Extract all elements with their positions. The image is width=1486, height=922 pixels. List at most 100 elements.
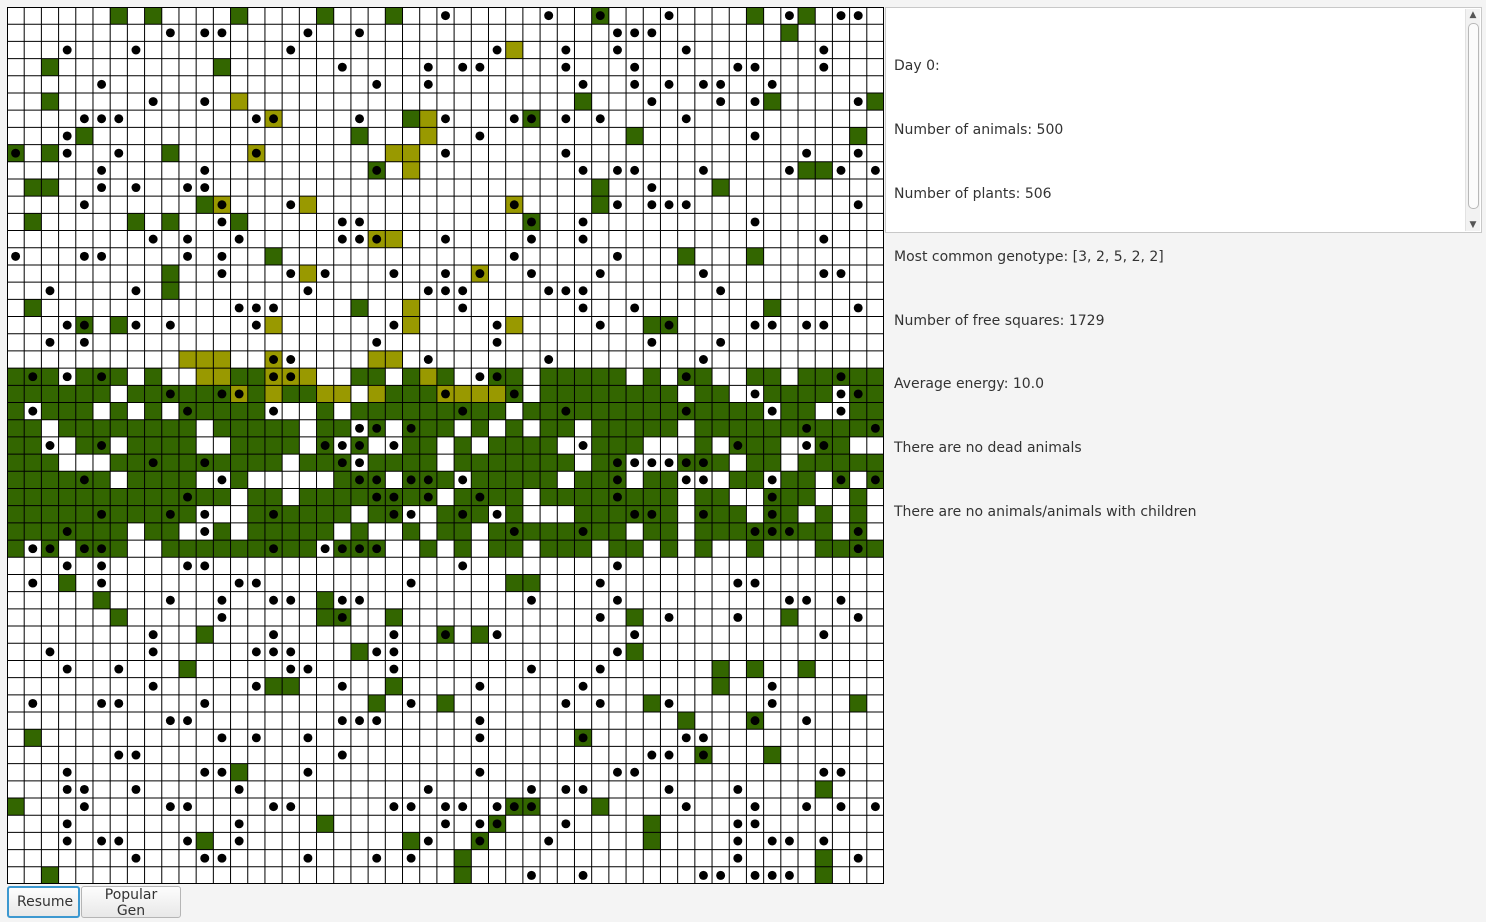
plant-cell	[75, 436, 93, 455]
animal-dot	[509, 251, 519, 261]
plant-cell	[505, 540, 523, 558]
plant-cell	[660, 419, 678, 437]
animal-dot	[767, 836, 777, 846]
animal-dot	[28, 372, 38, 382]
plant-cell	[660, 522, 678, 541]
animal-dot	[372, 234, 382, 244]
animal-dot	[251, 681, 261, 691]
plant-cell	[694, 368, 713, 386]
plant-cell	[746, 471, 764, 489]
animal-dot	[681, 733, 691, 743]
plant-cell	[815, 161, 833, 179]
animal-dot	[595, 11, 605, 21]
plant-cell	[522, 436, 541, 455]
animal-dot	[750, 870, 760, 880]
plant-cell	[832, 436, 850, 455]
animal-dot	[217, 612, 227, 622]
animal-dot	[286, 372, 296, 382]
plant-cell	[368, 694, 386, 713]
plant-cell	[815, 849, 833, 867]
plant-cell	[247, 488, 265, 506]
plant-cell	[299, 454, 317, 472]
animal-dot	[28, 406, 38, 416]
plant-cell	[540, 385, 558, 403]
plant-cell	[196, 832, 214, 850]
scroll-up-arrow-icon[interactable]: ▲	[1469, 10, 1477, 20]
plant-cell	[92, 488, 111, 506]
animal-dot	[578, 681, 588, 691]
children-label: There are no animals/animals with childr…	[894, 503, 1197, 520]
plant-cell	[282, 677, 300, 695]
plant-cell	[643, 832, 661, 850]
plant-cell	[402, 436, 420, 455]
animal-dot	[475, 131, 485, 141]
plant-cell	[230, 7, 248, 25]
animal-dot	[372, 492, 382, 502]
scrollbar-thumb[interactable]	[1468, 23, 1479, 209]
animal-dot	[337, 544, 347, 554]
plant-cell	[712, 419, 730, 437]
plant-cell	[540, 471, 558, 489]
plant-cell	[643, 402, 661, 420]
animal-dot	[509, 114, 519, 124]
plant-cell	[832, 454, 850, 472]
plant-cell	[41, 471, 59, 489]
plant-cell	[7, 471, 25, 489]
plant-cell	[247, 385, 265, 403]
animal-dot	[733, 441, 743, 450]
plant-cell	[92, 471, 111, 489]
plant-cell	[110, 454, 128, 472]
plant-cell	[385, 7, 403, 25]
resume-button[interactable]: Resume	[7, 886, 80, 918]
plant-cell	[557, 540, 575, 558]
plant-cell	[626, 488, 644, 506]
plant-cell	[41, 505, 59, 523]
statistics-text-area[interactable]: Day 0: Number of animals: 500 Number of …	[885, 7, 1482, 520]
animal-dot	[595, 114, 605, 124]
plant-cell	[350, 488, 369, 506]
animal-dot	[406, 802, 416, 812]
plant-cell	[849, 127, 867, 145]
animal-dot	[303, 286, 313, 296]
animal-dot	[492, 320, 502, 330]
animal-dot	[870, 423, 880, 433]
plant-cell	[247, 402, 265, 420]
plant-cell	[127, 488, 145, 506]
plant-cell	[144, 402, 162, 420]
plant-cell	[540, 419, 558, 437]
animal-dot	[767, 681, 777, 691]
animal-dot	[97, 509, 107, 519]
animal-dot	[337, 681, 347, 691]
animal-dot	[647, 200, 657, 210]
animal-dot	[372, 79, 382, 89]
animal-dot	[337, 234, 347, 244]
plant-cell	[75, 522, 93, 541]
animal-dot	[836, 372, 846, 382]
vertical-scrollbar[interactable]: ▲ ▼	[1465, 9, 1480, 231]
animal-dot	[441, 11, 450, 21]
plant-cell	[436, 402, 455, 420]
popular-gen-button[interactable]: Popular Gen	[81, 886, 181, 919]
plant-cell	[798, 488, 816, 506]
plant-cell	[436, 694, 455, 713]
animal-dot	[97, 544, 107, 554]
plant-cell	[729, 402, 747, 420]
plant-cell	[454, 436, 472, 455]
plant-cell	[694, 419, 713, 437]
plant-cell	[230, 454, 248, 472]
animal-dot	[475, 733, 485, 743]
plant-cell	[299, 505, 317, 523]
animal-dot	[647, 97, 657, 107]
plant-cell	[144, 488, 162, 506]
scroll-down-arrow-icon[interactable]: ▼	[1469, 220, 1477, 230]
animal-dot	[355, 423, 364, 433]
plant-cell	[110, 402, 128, 420]
animal-dot	[458, 286, 468, 296]
plant-cell	[419, 419, 437, 437]
plant-cell	[574, 402, 592, 420]
animal-dot	[819, 836, 829, 846]
animal-dot	[784, 836, 794, 846]
plant-cell	[746, 247, 764, 265]
animal-dot	[733, 784, 743, 794]
plant-cell	[247, 522, 265, 541]
